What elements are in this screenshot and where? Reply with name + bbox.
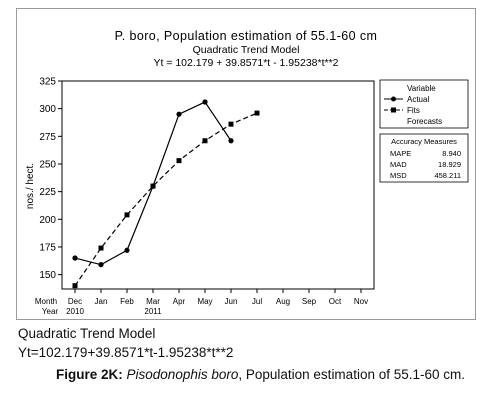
year-row-label: Year: [42, 307, 59, 316]
x-tick-label-5: May: [197, 297, 212, 306]
caption-model: Quadratic Trend Model: [18, 326, 156, 341]
accuracy-box: [379, 133, 469, 183]
series-layer: [72, 99, 260, 289]
plot-area: [61, 80, 375, 290]
point-actual-5: [202, 99, 208, 105]
figure-caption: Figure 2K: Pisodonophis boro, Population…: [56, 367, 465, 382]
accuracy-msd-label: MSD: [390, 171, 407, 180]
chart-subtitle: Quadratic Trend Model: [193, 44, 300, 56]
y-tick-label-6: 300: [39, 104, 56, 115]
point-fits-3: [150, 183, 156, 189]
accuracy-mad-value: 18.929: [438, 160, 461, 169]
caption-species: Pisodonophis boro: [126, 367, 239, 382]
accuracy-mape-value: 8.940: [442, 149, 461, 158]
year-label-0: 2010: [66, 307, 84, 316]
accuracy-title: Accuracy Measures: [391, 137, 457, 146]
series-line-actual: [74, 101, 232, 266]
point-fits-5: [202, 138, 208, 144]
legend-title: Variable: [407, 84, 436, 93]
year-label-1: 2011: [144, 307, 162, 316]
caption-rest: , Population estimation of 55.1-60 cm.: [238, 367, 466, 382]
legend-forecasts-label: Forecasts: [407, 117, 442, 126]
x-row-label: Month: [35, 297, 57, 306]
series-line-fits: [74, 112, 258, 287]
x-tick-label-6: Jun: [225, 297, 238, 306]
point-actual-1: [98, 262, 104, 268]
x-tick-label-1: Jan: [95, 297, 108, 306]
caption-equation: Yt=102.179+39.8571*t-1.95238*t**2: [18, 345, 234, 360]
y-tick-label-2: 200: [39, 215, 56, 226]
legend-fits-label: Fits: [407, 106, 420, 115]
y-tick-label-4: 250: [39, 159, 56, 170]
x-tick-label-3: Mar: [146, 297, 160, 306]
x-tick-label-10: Oct: [329, 297, 342, 306]
chart: P. boro, Population estimation of 55.1-6…: [25, 29, 469, 317]
point-fits-4: [176, 158, 182, 164]
x-tick-label-0: Dec: [68, 297, 82, 306]
y-tick-label-3: 225: [39, 187, 56, 198]
point-actual-4: [176, 111, 182, 117]
y-tick-label-5: 275: [39, 132, 56, 143]
y-tick-label-1: 175: [39, 242, 56, 253]
accuracy-mad-label: MAD: [390, 160, 407, 169]
chart-frame: P. boro, Population estimation of 55.1-6…: [16, 8, 476, 320]
accuracy-mape-label: MAPE: [390, 149, 411, 158]
y-axis-label: nos./ hect.: [25, 163, 36, 209]
legend-actual-marker: [391, 96, 396, 102]
x-tick-label-7: Jul: [252, 297, 262, 306]
y-tick-label-7: 325: [39, 77, 56, 88]
point-actual-0: [72, 255, 78, 261]
accuracy-msd-value: 458.211: [434, 171, 461, 180]
point-fits-7: [254, 110, 260, 116]
point-fits-2: [124, 212, 130, 218]
x-tick-label-11: Nov: [354, 297, 368, 306]
x-tick-label-8: Aug: [276, 297, 290, 306]
chart-title: P. boro, Population estimation of 55.1-6…: [115, 29, 378, 43]
point-actual-6: [228, 138, 234, 144]
chart-equation: Yt = 102.179 + 39.8571*t - 1.95238*t**2: [153, 57, 338, 69]
x-tick-label-4: Apr: [173, 297, 186, 306]
point-actual-2: [124, 247, 130, 253]
legend-fits-marker: [391, 107, 396, 113]
x-tick-label-2: Feb: [120, 297, 134, 306]
y-tick-label-0: 150: [39, 270, 56, 281]
legend-box: [379, 79, 469, 129]
point-fits-0: [72, 283, 78, 289]
x-tick-label-9: Sep: [302, 297, 317, 306]
point-fits-6: [228, 121, 234, 127]
point-fits-1: [98, 245, 104, 251]
axes: 150 175 200 225 250 275 300 325 Dec Jan Feb Mar Apr M…: [39, 77, 368, 317]
legend-actual-label: Actual: [407, 95, 429, 104]
figure-label: Figure 2K:: [56, 367, 123, 382]
